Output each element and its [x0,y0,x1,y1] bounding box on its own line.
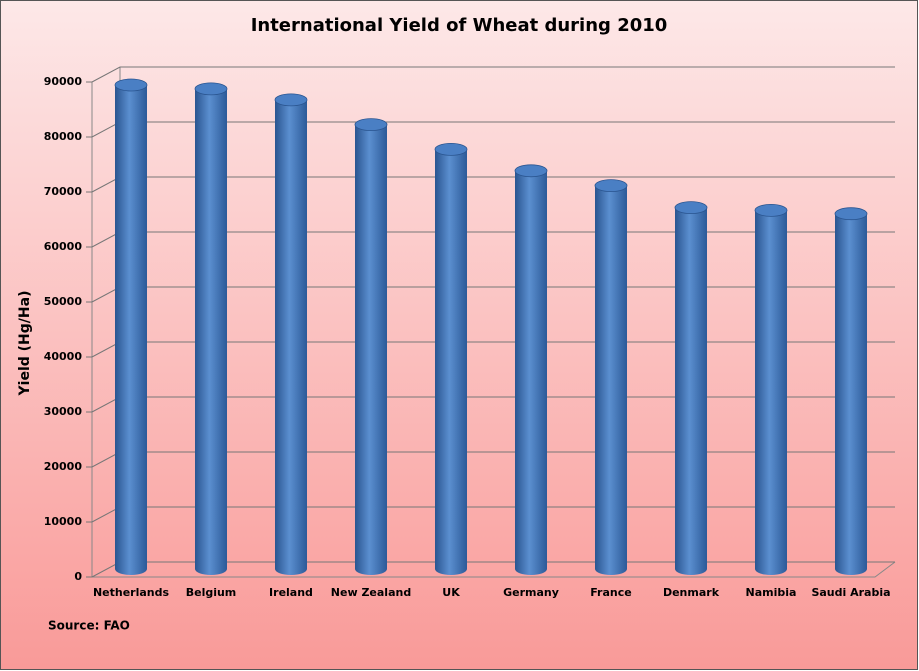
bar [834,207,868,575]
y-tick-label: 90000 [44,75,83,88]
bar-top [194,82,228,96]
bar-body [355,124,387,575]
bar-body [675,207,707,575]
bar-body [595,185,627,575]
bar [354,118,388,575]
bar-body [195,88,227,575]
bar-top [354,118,388,131]
y-tick-label: 30000 [44,405,83,418]
bar-top [434,142,468,156]
chart-title: International Yield of Wheat during 2010 [251,15,668,36]
y-tick-label: 10000 [44,515,83,528]
bar [434,142,468,575]
x-tick-label: Saudi Arabia [811,586,890,599]
bar-body [835,213,867,575]
x-tick-label: Netherlands [93,586,170,599]
source-note: Source: FAO [48,619,130,633]
x-tick-label: France [590,586,631,599]
bar-body [115,85,147,575]
x-tick-label: Denmark [663,586,720,599]
bar-top [274,93,308,107]
x-tick-label: Ireland [269,586,313,599]
bar-top [674,201,708,215]
bar [194,82,228,575]
y-tick-label: 70000 [44,185,83,198]
floor-edge [92,561,896,578]
bar [594,179,628,575]
bar-body [515,170,547,576]
y-axis-label: Yield (Hg/Ha) [17,291,33,397]
bar-top [114,78,148,92]
bar [114,78,148,575]
y-tick-label: 60000 [44,240,83,253]
x-tick-label: New Zealand [331,586,411,599]
y-tick-label: 20000 [44,460,83,473]
bar [514,164,548,576]
bar [274,93,308,575]
bar-top [594,179,628,193]
x-tick-label: UK [442,586,460,599]
bar-body [755,210,787,575]
y-tick-label: 80000 [44,130,83,143]
x-tick-label: Germany [503,586,559,599]
bar-body [435,149,467,575]
bar-body [275,99,307,575]
y-tick-label: 0 [74,570,82,583]
grid-line [91,66,895,83]
bar-top [514,164,548,178]
x-tick-label: Belgium [186,586,237,599]
y-tick-label: 50000 [44,295,83,308]
bar-top [834,207,868,221]
bar [754,203,788,575]
y-tick-label: 40000 [44,350,83,363]
bar-top [754,203,788,217]
x-tick-label: Namibia [746,586,797,599]
bar [674,201,708,575]
